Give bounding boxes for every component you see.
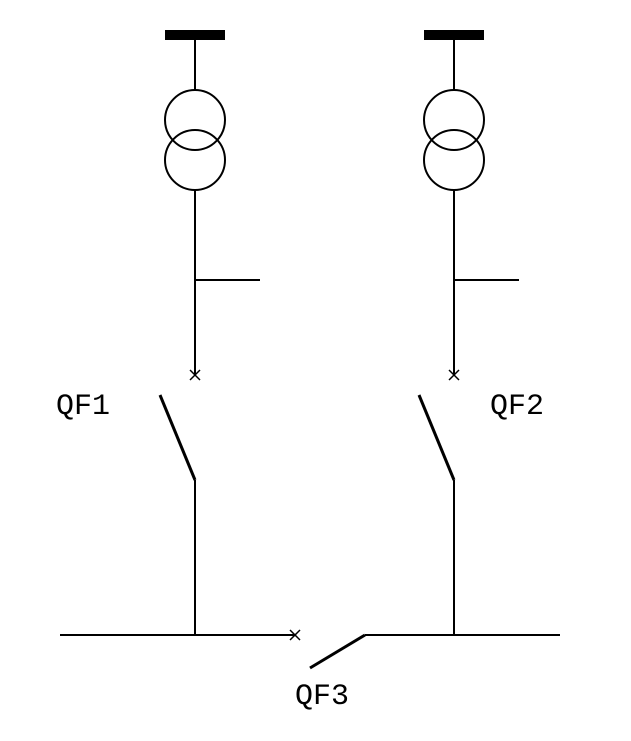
transformer-left-secondary (165, 130, 225, 190)
switch-qf1-blade (160, 395, 195, 480)
busbar-right (424, 30, 484, 40)
electrical-diagram: QF1 QF2 QF3 (0, 0, 631, 741)
switch-qf3-blade (310, 635, 365, 668)
label-qf3: QF3 (295, 680, 349, 714)
label-qf1: QF1 (56, 390, 110, 424)
transformer-right-secondary (424, 130, 484, 190)
busbar-left (165, 30, 225, 40)
schematic-svg (0, 0, 631, 741)
transformer-left-primary (165, 90, 225, 150)
label-qf2: QF2 (490, 390, 544, 424)
transformer-right-primary (424, 90, 484, 150)
switch-qf2-blade (419, 395, 454, 480)
